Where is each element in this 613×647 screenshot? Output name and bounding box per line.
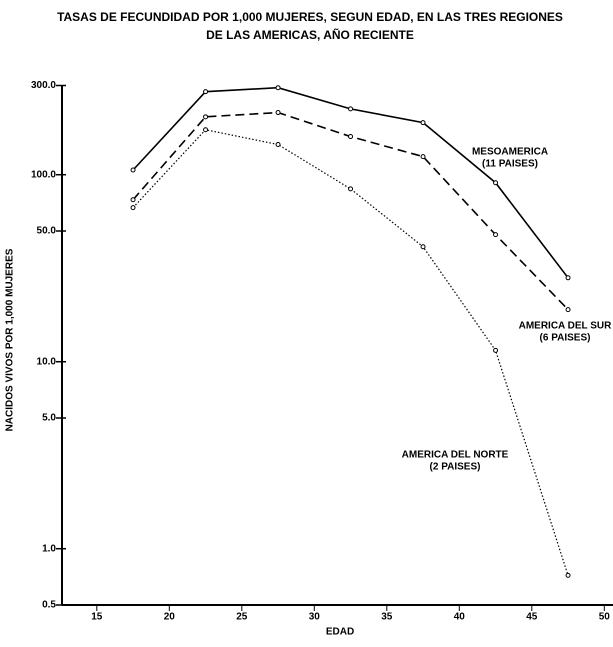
x-tick-label: 25 [236, 612, 248, 623]
y-tick-label: 300.0 [31, 80, 56, 91]
data-point [420, 244, 426, 250]
data-point [130, 205, 136, 211]
y-tick-label: 1.0 [42, 543, 56, 554]
series-line [132, 111, 569, 311]
data-point [420, 154, 426, 160]
series-note: (2 PAISES) [430, 462, 481, 473]
data-point [348, 134, 354, 140]
chart-title: DE LAS AMERICAS, AÑO RECIENTE [206, 27, 414, 42]
data-point [565, 572, 571, 578]
y-tick-label: 50.0 [37, 226, 57, 237]
series-note: (11 PAISES) [482, 159, 538, 170]
data-point [565, 307, 571, 313]
x-tick-label: 35 [381, 612, 393, 623]
x-tick-label: 40 [454, 612, 466, 623]
data-point [348, 106, 354, 112]
series-note: (6 PAISES) [540, 333, 591, 344]
y-axis-label: NACIDOS VIVOS POR 1,000 MUJERES [5, 248, 16, 431]
data-point [275, 110, 281, 116]
data-point [565, 275, 571, 281]
y-tick-label: 0.5 [42, 600, 56, 611]
data-point [493, 180, 499, 186]
data-point [203, 114, 209, 120]
series-label: AMERICA DEL NORTE [402, 450, 509, 461]
series-line [132, 129, 569, 576]
x-tick-label: 50 [599, 612, 611, 623]
series-label: AMERICA DEL SUR [519, 321, 613, 332]
data-point [203, 89, 209, 95]
y-tick-label: 10.0 [37, 356, 57, 367]
data-point [493, 232, 499, 238]
data-point [493, 347, 499, 353]
data-point [348, 186, 354, 192]
data-point [203, 127, 209, 133]
x-tick-label: 30 [309, 612, 321, 623]
x-axis-label: EDAD [326, 627, 354, 638]
data-point [275, 85, 281, 91]
data-point [130, 167, 136, 173]
data-point [420, 120, 426, 126]
data-point [130, 197, 136, 203]
y-tick-label: 100.0 [31, 169, 56, 180]
data-point [275, 142, 281, 148]
x-tick-label: 45 [526, 612, 538, 623]
chart-title: TASAS DE FECUNDIDAD POR 1,000 MUJERES, S… [57, 10, 563, 24]
y-tick-label: 5.0 [42, 413, 56, 424]
x-tick-label: 15 [91, 612, 103, 623]
series-line [132, 86, 569, 279]
x-tick-label: 20 [164, 612, 176, 623]
series-label: MESOAMERICA [472, 147, 548, 158]
